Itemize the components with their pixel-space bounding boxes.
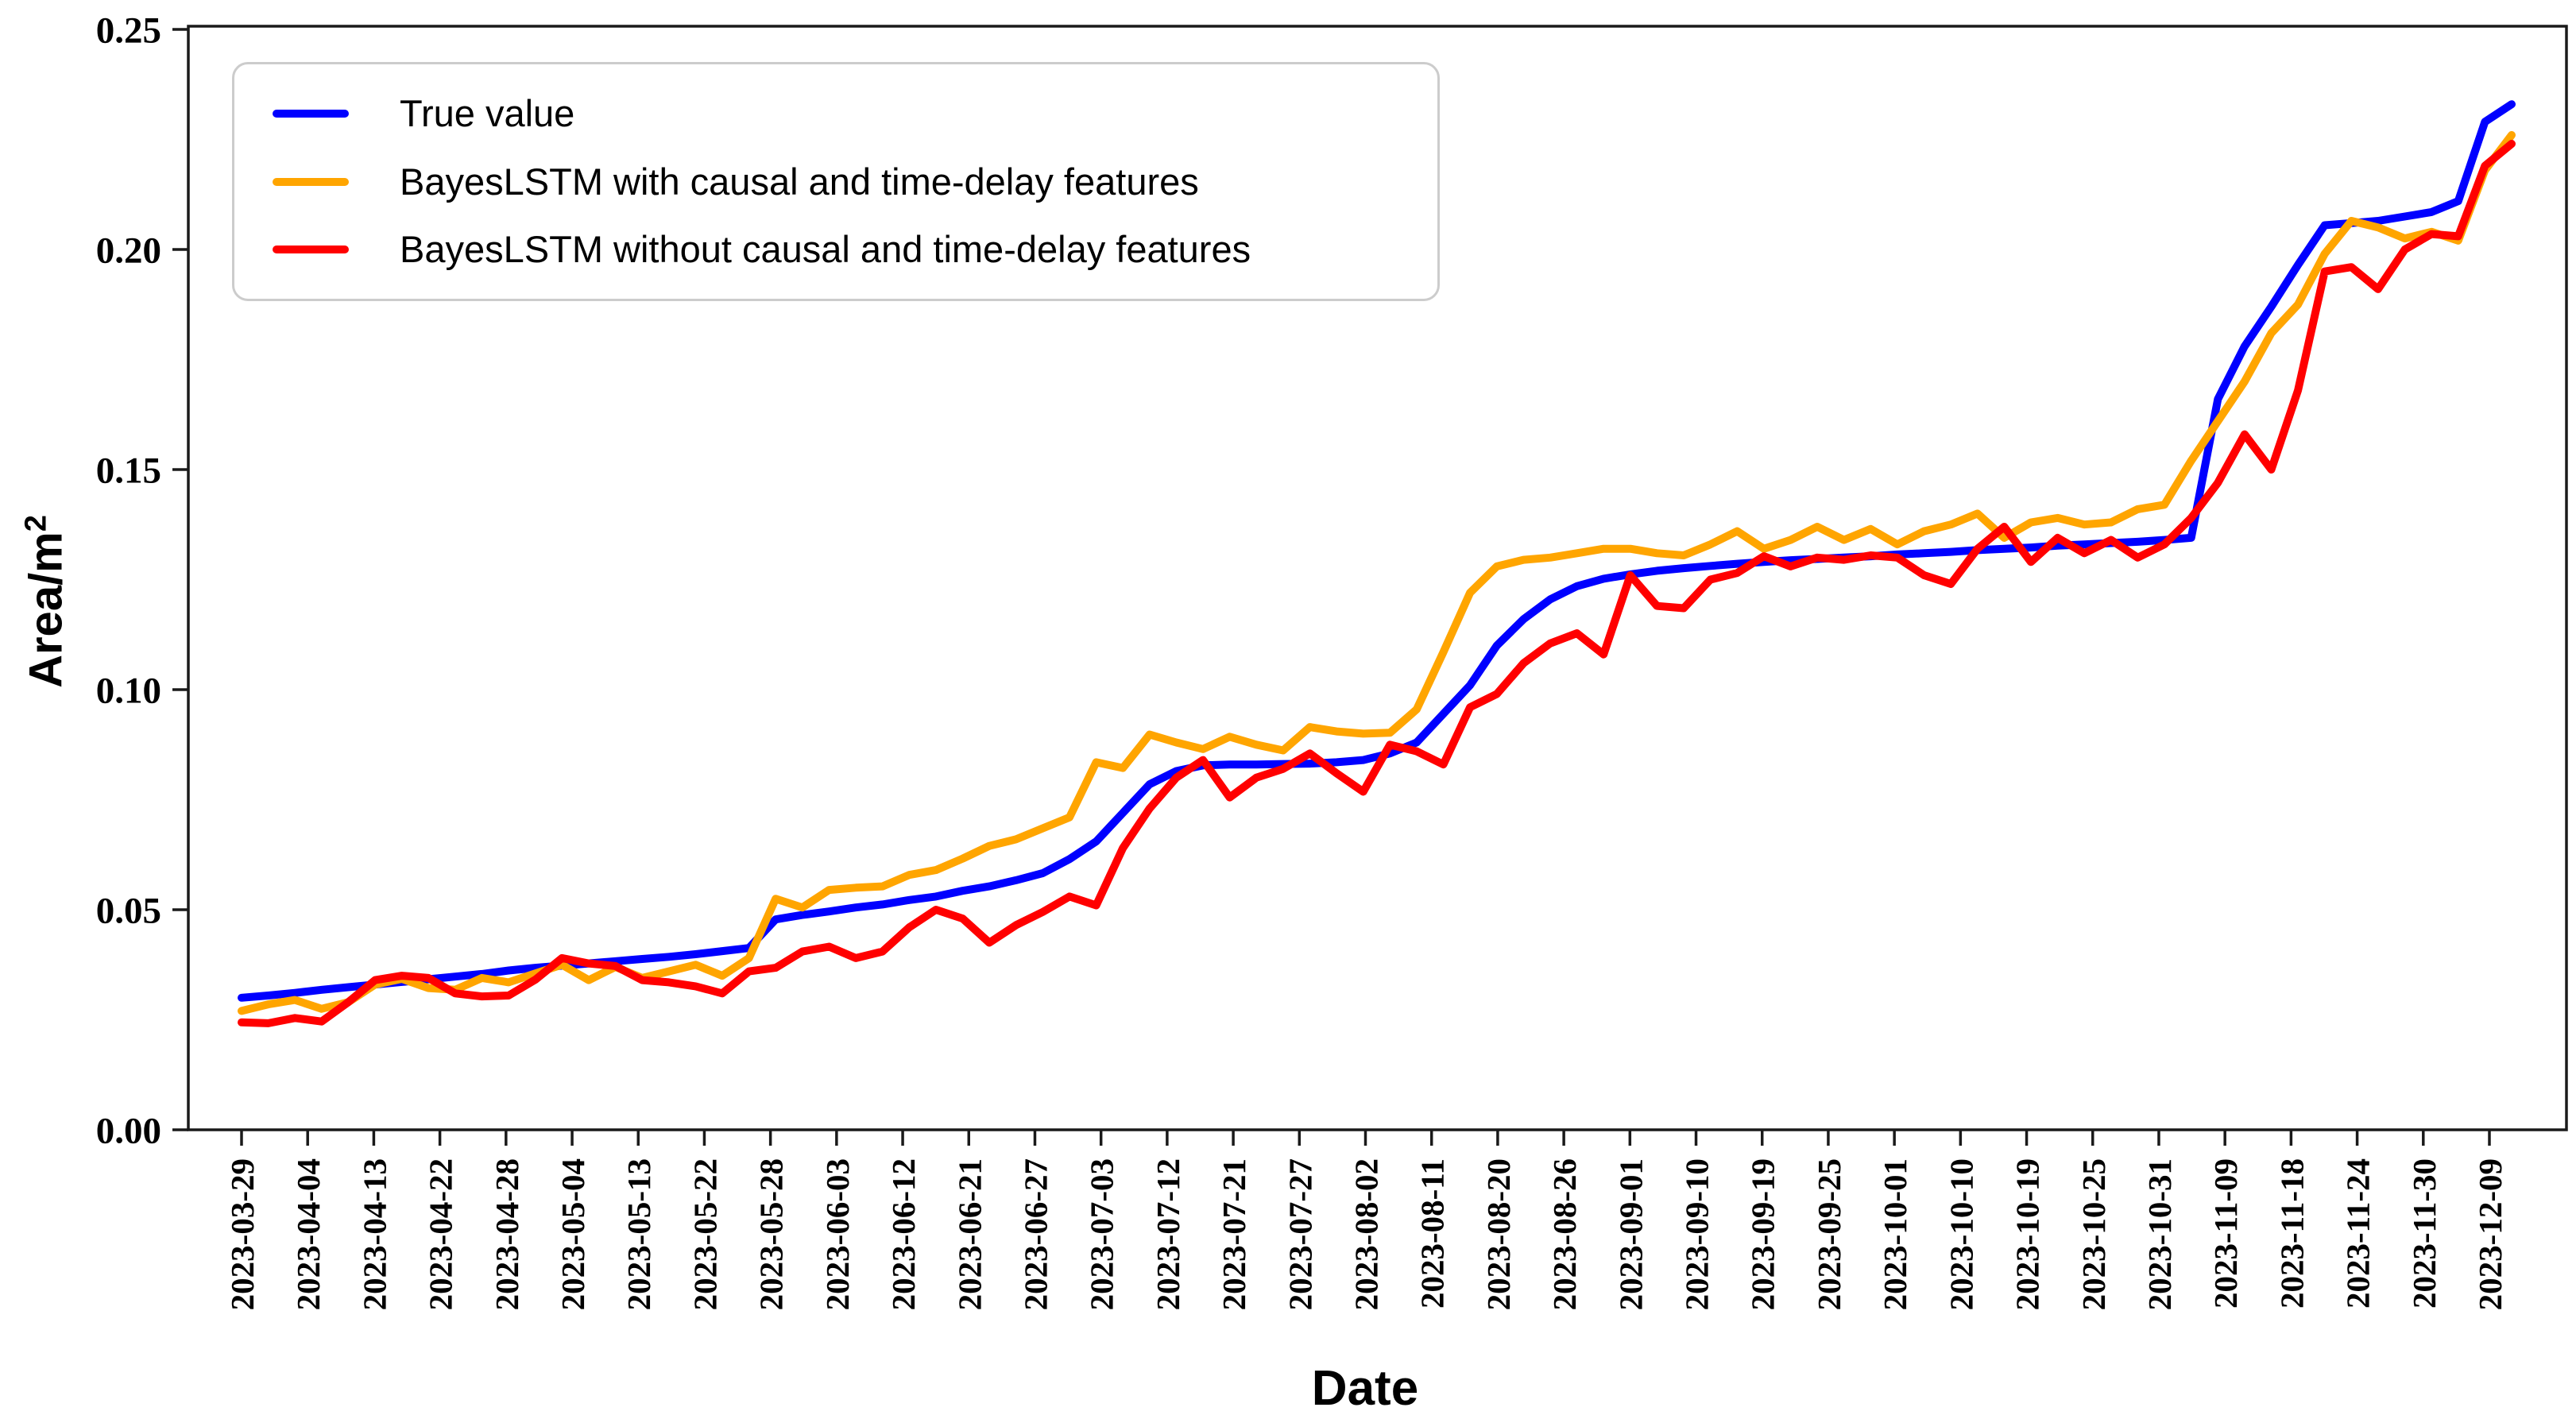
x-tick-label: 2023-10-01: [1877, 1158, 1913, 1310]
legend-item-true-value: True value: [273, 93, 1406, 134]
y-tick-label: 0.00: [96, 1110, 161, 1151]
x-tick-label: 2023-11-30: [2406, 1158, 2443, 1309]
y-tick-label: 0.25: [96, 10, 161, 51]
x-tick-label: 2023-09-25: [1811, 1158, 1847, 1310]
x-tick-label: 2023-04-22: [423, 1158, 459, 1310]
x-tick-label: 2023-04-04: [290, 1158, 327, 1310]
legend: True value BayesLSTM with causal and tim…: [232, 62, 1440, 302]
x-tick-label: 2023-09-19: [1745, 1158, 1781, 1310]
legend-swatch-blue: [273, 109, 349, 118]
x-tick-label: 2023-06-27: [1017, 1158, 1054, 1310]
x-tick-label: 2023-08-11: [1414, 1158, 1451, 1309]
plot-frame: [187, 25, 2568, 1131]
x-tick-label: 2023-07-03: [1084, 1158, 1120, 1310]
x-axis-title: Date: [1311, 1361, 1419, 1416]
x-tick-label: 2023-11-24: [2340, 1158, 2377, 1309]
x-tick-label: 2023-08-26: [1546, 1158, 1583, 1310]
legend-swatch-red: [273, 246, 349, 254]
y-axis-title-text: Area/m: [20, 532, 72, 688]
x-tick-label: 2023-11-18: [2273, 1158, 2310, 1309]
x-tick-label: 2023-05-28: [753, 1158, 790, 1310]
legend-item-bayeslstm-without-features: BayesLSTM without causal and time-delay …: [273, 229, 1406, 270]
x-tick-label: 2023-07-27: [1282, 1158, 1318, 1310]
x-tick-label: 2023-10-10: [1943, 1158, 1979, 1310]
y-tick-label: 0.10: [96, 670, 161, 711]
x-tick-label: 2023-05-13: [621, 1158, 657, 1310]
y-tick-label: 0.05: [96, 890, 161, 931]
x-tick-label: 2023-06-03: [819, 1158, 856, 1310]
x-tick-label: 2023-10-19: [2009, 1158, 2046, 1310]
x-tick-label: 2023-05-04: [555, 1158, 591, 1310]
x-tick-label: 2023-05-22: [687, 1158, 723, 1310]
x-tick-label: 2023-06-21: [951, 1158, 988, 1310]
legend-label: BayesLSTM with causal and time-delay fea…: [400, 160, 1199, 203]
x-tick-label: 2023-07-21: [1216, 1158, 1252, 1310]
x-tick-label: 2023-07-12: [1150, 1158, 1186, 1310]
y-tick-label: 0.20: [96, 230, 161, 271]
x-tick-label: 2023-09-10: [1679, 1158, 1715, 1310]
legend-item-bayeslstm-with-features: BayesLSTM with causal and time-delay fea…: [273, 160, 1406, 203]
legend-swatch-orange: [273, 177, 349, 186]
x-tick-label: 2023-08-02: [1348, 1158, 1385, 1310]
x-tick-label: 2023-08-20: [1480, 1158, 1517, 1310]
y-axis-title: Area/m2: [19, 515, 72, 688]
y-tick-label: 0.15: [96, 450, 161, 491]
legend-label: True value: [400, 92, 575, 134]
x-tick-label: 2023-11-09: [2207, 1158, 2244, 1309]
x-tick-label: 2023-12-09: [2472, 1158, 2508, 1310]
legend-label: BayesLSTM without causal and time-delay …: [400, 228, 1251, 271]
x-tick-label: 2023-06-12: [885, 1158, 922, 1310]
x-tick-label: 2023-09-01: [1612, 1158, 1649, 1310]
x-tick-label: 2023-10-25: [2075, 1158, 2112, 1310]
x-tick-label: 2023-04-28: [489, 1158, 525, 1310]
x-tick-label: 2023-04-13: [356, 1158, 393, 1310]
series-line-0: [238, 100, 2516, 1002]
x-tick-label: 2023-10-31: [2141, 1158, 2178, 1310]
series-line-2: [238, 140, 2516, 1027]
y-axis-title-superscript: 2: [19, 515, 53, 532]
x-tick-label: 2023-03-29: [224, 1158, 261, 1310]
